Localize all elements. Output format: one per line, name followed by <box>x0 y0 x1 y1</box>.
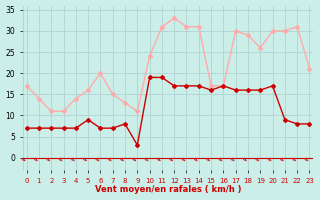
X-axis label: Vent moyen/en rafales ( km/h ): Vent moyen/en rafales ( km/h ) <box>95 185 241 194</box>
